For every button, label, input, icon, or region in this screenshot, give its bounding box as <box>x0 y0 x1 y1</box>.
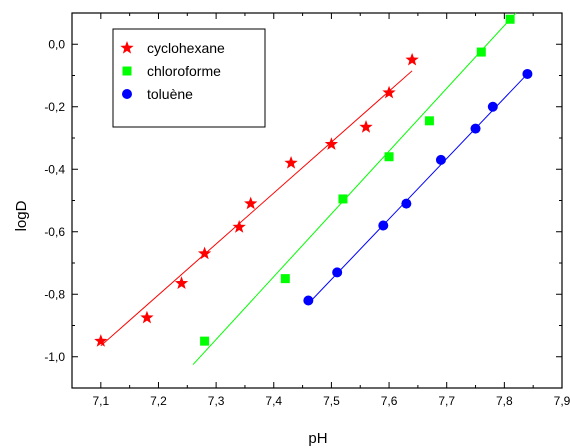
chloroforme-point <box>200 336 210 346</box>
cyclohexane-point <box>197 246 212 260</box>
chloroforme-fit-line <box>192 12 517 365</box>
cyclohexane-point <box>359 120 373 133</box>
toluène-point <box>522 68 533 79</box>
toluène-point <box>487 101 498 112</box>
chloroforme-point <box>280 274 290 284</box>
y-tick-label: -0,4 <box>44 162 65 176</box>
cyclohexane-fit-line <box>100 70 413 347</box>
cyclohexane-point <box>244 196 258 210</box>
x-tick-label: 7,5 <box>323 394 340 408</box>
chloroforme-point <box>338 194 348 204</box>
toluène-point <box>470 123 481 134</box>
x-tick-label: 7,1 <box>92 394 109 408</box>
cyclohexane-point <box>284 156 298 169</box>
cyclohexane-point <box>324 137 339 150</box>
toluène-point <box>435 154 446 165</box>
y-tick-label: -0,2 <box>44 100 65 114</box>
y-tick-label: -0,6 <box>44 225 65 239</box>
y-axis-ticks: -1,0 -0,8 -0,6 -0,4 -0,2 0,0 <box>44 12 562 389</box>
legend-label: chloroforme <box>147 63 221 79</box>
chloroforme-point <box>384 152 394 162</box>
legend-chloroforme-marker <box>122 66 132 76</box>
y-tick-label: -0,8 <box>44 287 65 301</box>
legend-toluène-marker <box>122 89 132 99</box>
cyclohexane-point <box>174 276 189 289</box>
legend-label: toluène <box>147 86 193 102</box>
cyclohexane-point <box>232 220 246 233</box>
toluène-fit-line <box>307 73 528 304</box>
x-axis-title: pH <box>308 430 327 447</box>
legend: cyclohexane chloroforme toluène <box>112 28 266 128</box>
chloroforme-point <box>424 116 434 126</box>
cyclohexane-point <box>382 85 396 99</box>
toluène-point <box>378 220 389 231</box>
x-tick-label: 7,7 <box>438 394 455 408</box>
x-tick-label: 7,9 <box>554 394 570 408</box>
fit-lines <box>100 12 528 365</box>
y-axis-title: logD <box>13 200 30 231</box>
x-tick-label: 7,4 <box>265 394 282 408</box>
legend-box <box>112 28 266 128</box>
legend-cyclohexane-marker <box>120 41 134 54</box>
x-tick-label: 7,8 <box>496 394 513 408</box>
toluène-point <box>303 295 314 306</box>
x-tick-label: 7,3 <box>208 394 225 408</box>
legend-label: cyclohexane <box>147 40 225 56</box>
x-axis-ticks: 7,1 7,2 7,3 7,4 7,5 7,6 7,7 7,8 7,9 <box>92 13 570 408</box>
data-points <box>94 14 533 347</box>
y-tick-label: 0,0 <box>48 37 65 51</box>
cyclohexane-point <box>94 334 108 347</box>
cyclohexane-point <box>405 52 419 66</box>
chloroforme-point <box>476 47 486 57</box>
toluène-point <box>332 267 343 278</box>
toluène-point <box>401 198 412 209</box>
y-tick-label: -1,0 <box>44 350 65 364</box>
cyclohexane-point <box>140 310 154 324</box>
x-tick-label: 7,2 <box>150 394 167 408</box>
x-tick-label: 7,6 <box>381 394 398 408</box>
chloroforme-point <box>505 14 515 24</box>
